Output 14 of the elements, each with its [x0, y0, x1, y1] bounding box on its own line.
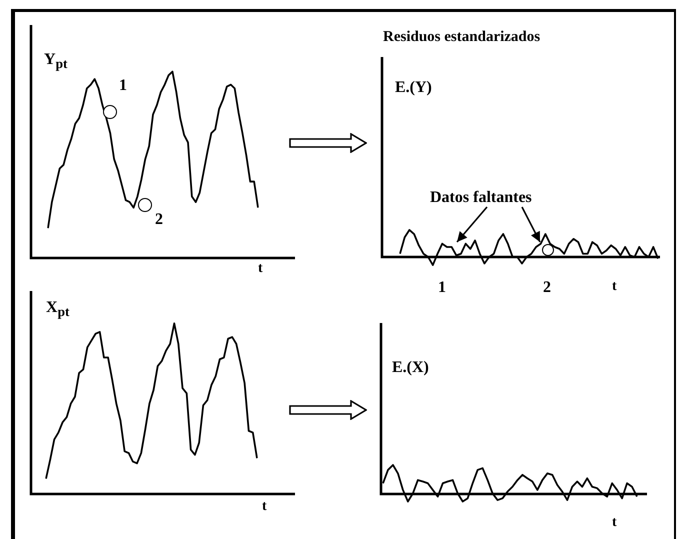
y-axis-title: E.(Y): [395, 79, 432, 96]
text: 2: [543, 279, 551, 296]
x-axis-title: t: [262, 499, 267, 514]
chart-title: Residuos estandarizados: [383, 29, 540, 45]
annotation: 2: [155, 211, 163, 228]
annotation: 1: [119, 77, 127, 94]
text: 1: [438, 279, 446, 296]
x-axis-title: t: [258, 261, 263, 276]
y-axis-title: E.(X): [392, 359, 429, 376]
y-axis-title: Y$_{pt}$: [44, 51, 68, 72]
x-axis-title: t: [612, 515, 617, 530]
x-axis-title: t: [612, 279, 617, 294]
y-axis-title: X$_{pt}$: [46, 299, 70, 320]
text: Datos faltantes: [430, 189, 532, 206]
